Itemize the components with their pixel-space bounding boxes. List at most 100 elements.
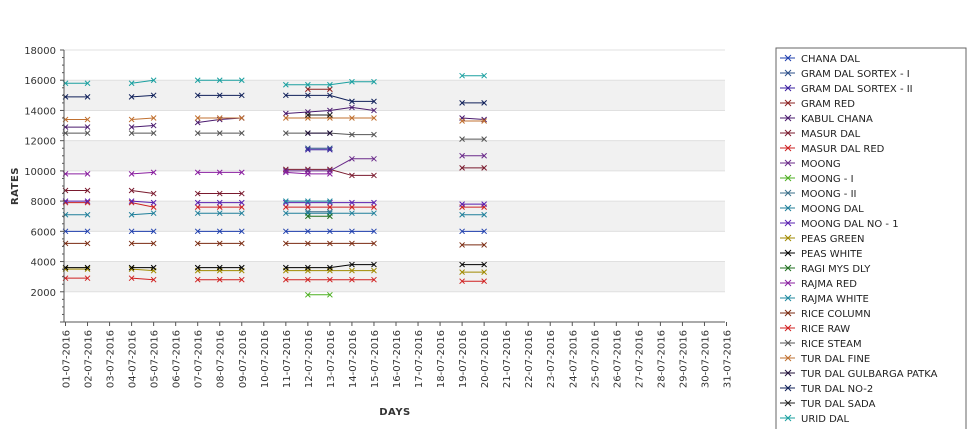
data-point [238,210,245,217]
legend-label: MASUR DAL [801,129,861,140]
data-point [481,261,487,268]
data-point [128,228,135,235]
x-tick-label: 30-07-2016 [700,330,711,388]
y-tick-label: 4000 [31,258,56,269]
series-line [62,275,487,285]
data-point [349,261,355,268]
x-tick-label: 15-07-2016 [370,330,381,388]
data-point [216,210,223,217]
legend-item: TUR DAL FINE [780,354,870,365]
series-path [131,212,154,216]
legend-swatch-marker [784,69,792,77]
grid-band [64,80,725,111]
grid-band [64,140,725,171]
data-point [238,77,245,84]
data-point [305,240,311,247]
data-point [282,110,289,117]
data-point [282,276,289,283]
data-point [459,269,465,275]
data-point [84,240,91,247]
data-point [282,130,289,136]
data-point [282,92,289,99]
grid-band [64,261,725,292]
data-point [371,115,377,121]
data-point [84,211,91,218]
legend-item: MOONG DAL NO - 1 [780,219,899,230]
x-tick-label: 20-07-2016 [480,330,491,388]
data-point [349,240,355,247]
x-tick-label: 16-07-2016 [392,330,403,388]
legend-label: GRAM RED [801,99,855,110]
x-tick-label: 01-07-2016 [62,330,73,388]
data-point [150,204,157,211]
data-point [282,210,289,217]
series-line [305,130,333,136]
x-tick-label: 24-07-2016 [568,330,579,388]
data-point [282,240,289,247]
legend-swatch-marker [784,264,792,272]
data-point [327,171,333,177]
data-point [327,276,333,283]
data-point [459,242,465,248]
gridlines [64,49,725,293]
data-point [327,130,333,136]
legend-swatch-marker [784,399,792,407]
legend-item: TUR DAL NO-2 [780,384,873,395]
data-point [481,201,487,207]
data-point [349,172,355,179]
data-point [371,98,377,105]
legend-swatch-marker [784,144,792,152]
data-point [282,204,289,211]
series-line [305,145,333,152]
data-point [459,228,465,235]
data-point [128,264,135,271]
x-tick-label: 26-07-2016 [612,330,623,388]
data-point [150,240,157,247]
legend-label: PEAS GREEN [801,234,865,245]
x-tick-label: 21-07-2016 [502,330,513,388]
data-point [238,169,245,176]
x-tick-label: 29-07-2016 [678,330,689,388]
series-line [305,291,333,298]
legend-label: TUR DAL GULBARGA PATKA [800,369,938,380]
legend-swatch-marker [784,174,792,182]
legend-swatch-marker [784,159,792,167]
data-point [305,276,311,283]
data-point [371,261,377,268]
data-point [327,81,333,88]
data-point [459,118,465,124]
plot-bands [64,80,725,292]
data-point [194,228,201,235]
data-point [150,210,157,217]
data-point [481,152,487,159]
data-point [305,92,311,99]
data-point [282,264,289,271]
data-point [327,107,333,114]
x-tick-label: 13-07-2016 [326,330,337,388]
data-point [84,130,91,136]
legend-box [775,47,967,429]
legend-item: PEAS WHITE [780,249,863,260]
data-point [305,198,311,204]
data-point [459,72,465,79]
series-line [305,112,333,118]
data-point [128,187,135,194]
legend-label: PEAS WHITE [801,249,863,260]
data-point [459,152,465,159]
data-point [327,204,333,211]
data-point [128,124,135,130]
legend-label: GRAM DAL SORTEX - II [801,84,913,95]
data-point [238,204,245,211]
y-tick-label: 12000 [24,137,56,148]
series-line [305,86,333,93]
data-point [327,228,333,235]
x-tick-label: 14-07-2016 [348,330,359,388]
data-point [194,204,201,211]
data-point [327,240,333,247]
data-point [84,275,91,282]
data-point [305,291,311,298]
data-point [371,172,377,179]
legend-item: KABUL CHANA [780,114,873,125]
data-point [216,77,223,84]
data-point [349,267,355,274]
